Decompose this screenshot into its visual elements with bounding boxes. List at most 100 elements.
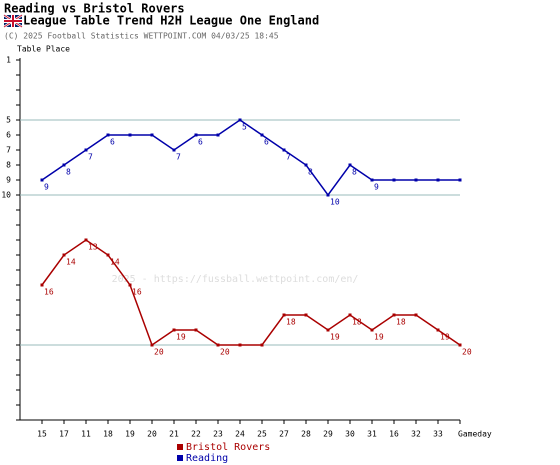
data-label: 10 xyxy=(330,198,340,207)
point xyxy=(348,313,352,317)
x-tick-label: 29 xyxy=(323,430,333,439)
point xyxy=(260,343,264,347)
x-tick-label: 18 xyxy=(103,430,113,439)
legend-swatch xyxy=(177,455,183,461)
point xyxy=(392,313,396,317)
point xyxy=(436,328,440,332)
x-tick-label: 21 xyxy=(169,430,179,439)
point xyxy=(62,163,66,167)
legend-label: Reading xyxy=(186,453,228,464)
x-tick-label: 24 xyxy=(235,430,245,439)
data-label: 8 xyxy=(308,168,313,177)
point xyxy=(150,343,154,347)
point xyxy=(84,148,88,152)
data-label: 19 xyxy=(176,333,186,342)
point xyxy=(40,178,44,182)
data-label: 14 xyxy=(66,258,76,267)
data-label: 6 xyxy=(264,138,269,147)
x-tick-label: 17 xyxy=(59,430,69,439)
data-label: 9 xyxy=(374,183,379,192)
series-line xyxy=(41,239,461,347)
y-tick-label: 7 xyxy=(6,146,11,155)
series-line xyxy=(41,119,460,197)
point xyxy=(436,178,440,182)
data-label: 16 xyxy=(132,288,142,297)
data-label: 13 xyxy=(88,243,98,252)
point xyxy=(216,133,220,137)
y-tick-label: 5 xyxy=(6,116,11,125)
y-tick-label: 8 xyxy=(6,161,11,170)
x-tick-label: 19 xyxy=(125,430,135,439)
y-axis-label: Table Place xyxy=(17,45,70,54)
legend-label: Bristol Rovers xyxy=(186,442,270,453)
point xyxy=(458,178,462,182)
data-label: 19 xyxy=(440,333,450,342)
copyright: (C) 2025 Football Statistics WETTPOINT.C… xyxy=(4,32,279,41)
x-tick-label: 20 xyxy=(147,430,157,439)
point xyxy=(304,163,308,167)
x-tick-label: 15 xyxy=(37,430,47,439)
chart-title: Reading vs Bristol Rovers xyxy=(4,2,185,16)
point xyxy=(304,313,308,317)
point xyxy=(172,328,176,332)
x-tick-label: 23 xyxy=(213,430,223,439)
y-tick-label: 1 xyxy=(6,56,11,65)
point xyxy=(150,133,154,137)
x-tick-label: 28 xyxy=(301,430,311,439)
watermark: 2025 - https://fussball.wettpoint.com/en… xyxy=(112,274,359,285)
point xyxy=(260,133,264,137)
data-label: 7 xyxy=(286,153,291,162)
legend-swatch xyxy=(177,444,183,450)
point xyxy=(172,148,176,152)
x-tick-label: 25 xyxy=(257,430,267,439)
data-label: 20 xyxy=(220,348,230,357)
data-label: 14 xyxy=(110,258,120,267)
point xyxy=(128,283,132,287)
point xyxy=(106,133,110,137)
point xyxy=(238,343,242,347)
chart-subtitle: League Table Trend H2H League One Englan… xyxy=(23,14,319,28)
data-label: 8 xyxy=(66,168,71,177)
point xyxy=(106,253,110,257)
data-label: 9 xyxy=(44,183,49,192)
data-label: 19 xyxy=(374,333,384,342)
y-tick-label: 9 xyxy=(6,176,11,185)
data-label: 18 xyxy=(352,318,362,327)
point xyxy=(414,178,418,182)
x-axis-label: Gameday xyxy=(458,430,492,439)
x-tick-label: 33 xyxy=(433,430,443,439)
data-label: 7 xyxy=(88,153,93,162)
x-tick-label: 32 xyxy=(411,430,421,439)
y-tick-label: 6 xyxy=(6,131,11,140)
point xyxy=(194,328,198,332)
point xyxy=(238,118,242,122)
data-label: 18 xyxy=(396,318,406,327)
point xyxy=(128,133,132,137)
point xyxy=(282,313,286,317)
x-tick-label: 11 xyxy=(81,430,91,439)
flag xyxy=(3,13,23,29)
data-label: 18 xyxy=(286,318,296,327)
data-label: 16 xyxy=(44,288,54,297)
y-tick-label: 10 xyxy=(1,191,11,200)
point xyxy=(326,328,330,332)
point xyxy=(392,178,396,182)
data-label: 6 xyxy=(198,138,203,147)
data-label: 5 xyxy=(242,123,247,132)
point xyxy=(414,313,418,317)
x-tick-label: 16 xyxy=(389,430,399,439)
point xyxy=(370,328,374,332)
point xyxy=(40,283,44,287)
point xyxy=(194,133,198,137)
point xyxy=(216,343,220,347)
data-label: 19 xyxy=(330,333,340,342)
data-label: 8 xyxy=(352,168,357,177)
x-tick-label: 27 xyxy=(279,430,289,439)
point xyxy=(458,343,462,347)
data-label: 20 xyxy=(462,348,472,357)
x-tick-label: 22 xyxy=(191,430,201,439)
point xyxy=(370,178,374,182)
point xyxy=(326,193,330,197)
point xyxy=(62,253,66,257)
